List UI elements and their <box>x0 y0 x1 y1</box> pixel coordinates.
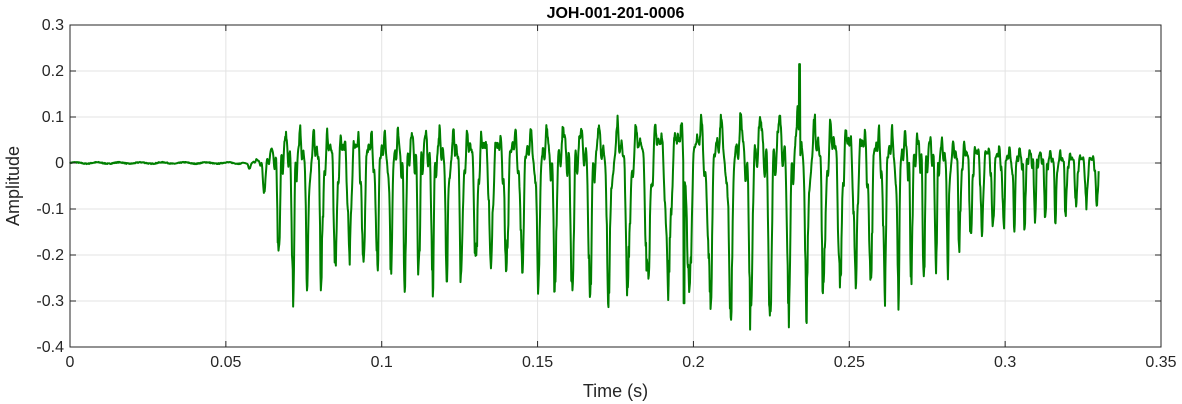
y-tick-label: -0.2 <box>36 247 64 264</box>
x-tick-label: 0.2 <box>682 354 704 371</box>
x-tick-label: 0.3 <box>994 354 1016 371</box>
y-tick-label: -0.1 <box>36 201 64 218</box>
plot-frame <box>69 24 1162 348</box>
y-tick-label: -0.3 <box>36 293 64 310</box>
x-tick-label: 0.35 <box>1145 354 1176 371</box>
y-tick-label: 0.2 <box>42 63 64 80</box>
x-axis-label: Time (s) <box>583 381 648 401</box>
x-tick-label: 0.05 <box>210 354 241 371</box>
x-tick-label: 0.1 <box>371 354 393 371</box>
x-tick-label: 0.15 <box>522 354 553 371</box>
y-tick-label: -0.4 <box>36 339 64 356</box>
y-tick-label: 0.3 <box>42 17 64 34</box>
x-axis-ticks: 0 0.05 0.1 0.15 0.2 0.25 0.3 0.35 <box>66 25 1177 371</box>
y-tick-label: 0 <box>55 155 64 172</box>
signal-line <box>69 63 1100 331</box>
x-tick-label: 0 <box>66 354 75 371</box>
chart-title: JOH-001-201-0006 <box>547 5 685 22</box>
y-axis-label: Amplitude <box>3 146 23 226</box>
amplitude-trace <box>69 63 1100 331</box>
y-tick-label: 0.1 <box>42 109 64 126</box>
x-tick-label: 0.25 <box>834 354 865 371</box>
y-axis-ticks: -0.4 -0.3 -0.2 -0.1 0 0.1 0.2 0.3 <box>36 17 1161 356</box>
